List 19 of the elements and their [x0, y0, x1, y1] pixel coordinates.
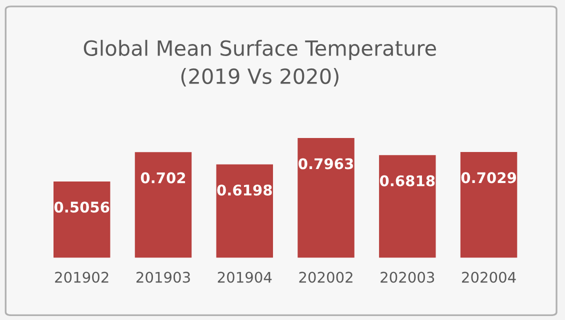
- data-label: 0.5056: [54, 202, 110, 213]
- data-label: 0.702: [140, 172, 186, 184]
- chart-title: Global Mean Surface Temperature (2019 Vs 2020): [84, 40, 436, 87]
- x-tick-label: 201904: [218, 272, 272, 283]
- data-label: 0.7029: [461, 172, 516, 184]
- x-tick-label: 201903: [136, 272, 190, 283]
- x-tick-label: 201902: [55, 272, 108, 283]
- bar: [298, 138, 354, 258]
- data-label: 0.6198: [217, 184, 272, 196]
- x-tick-label: 202004: [462, 272, 516, 283]
- bar: [379, 155, 436, 258]
- data-label: 0.7963: [298, 158, 353, 170]
- bar: [460, 152, 518, 258]
- x-tick-label: 202002: [299, 272, 352, 283]
- bar: [53, 181, 110, 258]
- bar: [134, 152, 192, 258]
- bar: [216, 164, 273, 258]
- data-label: 0.6818: [380, 175, 435, 186]
- x-tick-label: 202003: [380, 272, 434, 283]
